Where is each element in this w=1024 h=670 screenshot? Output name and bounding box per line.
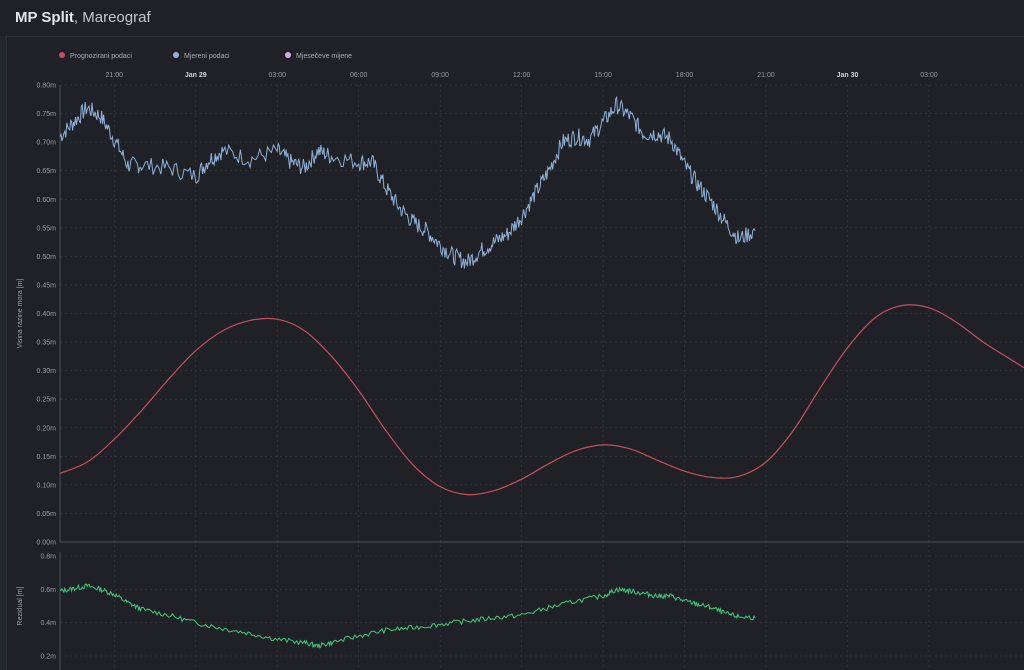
left-sidebar-edge xyxy=(0,36,7,670)
x-tick-label: 21:00 xyxy=(106,72,124,79)
x-tick-label: Jan 30 xyxy=(837,72,859,79)
series-line-predicted xyxy=(59,304,1024,496)
residual-y-tick-label: 0.6m xyxy=(40,587,56,594)
main-plot-grid: 0.00m 0.05m 0.10m 0.15m 0.20m 0.25m 0.30m 0.35m… xyxy=(17,72,1024,670)
y-tick-label: 0.35m xyxy=(37,340,57,347)
x-tick-label: 18:00 xyxy=(676,72,694,79)
residual-y-axis-title: Rezidual [m] xyxy=(17,586,24,625)
y-tick-label: 0.15m xyxy=(37,454,57,461)
series-line-residual xyxy=(59,583,756,649)
legend-label-2: Mjereni podaci xyxy=(184,53,230,60)
residual-y-tick-label: 0.8m xyxy=(40,554,56,561)
station-name: MP Split xyxy=(15,9,74,26)
legend-marker-1 xyxy=(59,52,65,58)
y-tick-label: 0.00m xyxy=(37,540,57,547)
y-tick-label: 0.55m xyxy=(37,225,57,232)
residual-y-tick-label: 0.2m xyxy=(40,654,56,661)
y-tick-label: 0.45m xyxy=(37,282,57,289)
residual-plot-series xyxy=(59,583,756,649)
station-type: , Mareograf xyxy=(73,9,151,26)
chart-legend: Prognozirani podaci Mjereni podaci Mjeseče… xyxy=(59,52,352,60)
y-tick-label: 0.10m xyxy=(37,482,57,489)
y-tick-label: 0.80m xyxy=(37,83,57,90)
legend-marker-3 xyxy=(285,52,291,58)
y-tick-label: 0.40m xyxy=(37,311,57,318)
x-tick-label: 12:00 xyxy=(513,72,531,79)
legend-marker-2 xyxy=(173,52,179,58)
y-tick-label: 0.30m xyxy=(37,368,57,375)
y-tick-label: 0.05m xyxy=(37,511,57,518)
page-title: MP Split, Mareograf xyxy=(15,9,151,26)
y-tick-label: 0.70m xyxy=(37,140,57,147)
y-tick-label: 0.60m xyxy=(37,197,57,204)
x-tick-label: 03:00 xyxy=(920,72,938,79)
x-tick-label: 15:00 xyxy=(594,72,612,79)
y-tick-label: 0.65m xyxy=(37,168,57,175)
series-line-measured xyxy=(59,95,756,269)
x-tick-label: 21:00 xyxy=(757,72,775,79)
x-tick-label: 03:00 xyxy=(268,72,286,79)
legend-label-1: Prognozirani podaci xyxy=(70,53,132,60)
x-tick-label: 09:00 xyxy=(431,72,449,79)
y-tick-label: 0.20m xyxy=(37,425,57,432)
residual-plot-grid: 0.2m 0.4m 0.6m 0.8m Rezidual [m] xyxy=(17,552,1024,670)
x-tick-label: Jan 29 xyxy=(185,72,207,79)
main-plot-series xyxy=(59,95,1024,496)
y-axis-title: Visina razine mora [m] xyxy=(17,279,24,349)
legend-label-3: Mjesečeve mijene xyxy=(296,53,352,60)
title-bar: MP Split, Mareograf xyxy=(0,0,1024,37)
residual-y-tick-label: 0.4m xyxy=(40,620,56,627)
y-tick-label: 0.50m xyxy=(37,254,57,261)
x-tick-label: 06:00 xyxy=(350,72,368,79)
y-tick-label: 0.25m xyxy=(37,397,57,404)
y-tick-label: 0.75m xyxy=(37,111,57,118)
